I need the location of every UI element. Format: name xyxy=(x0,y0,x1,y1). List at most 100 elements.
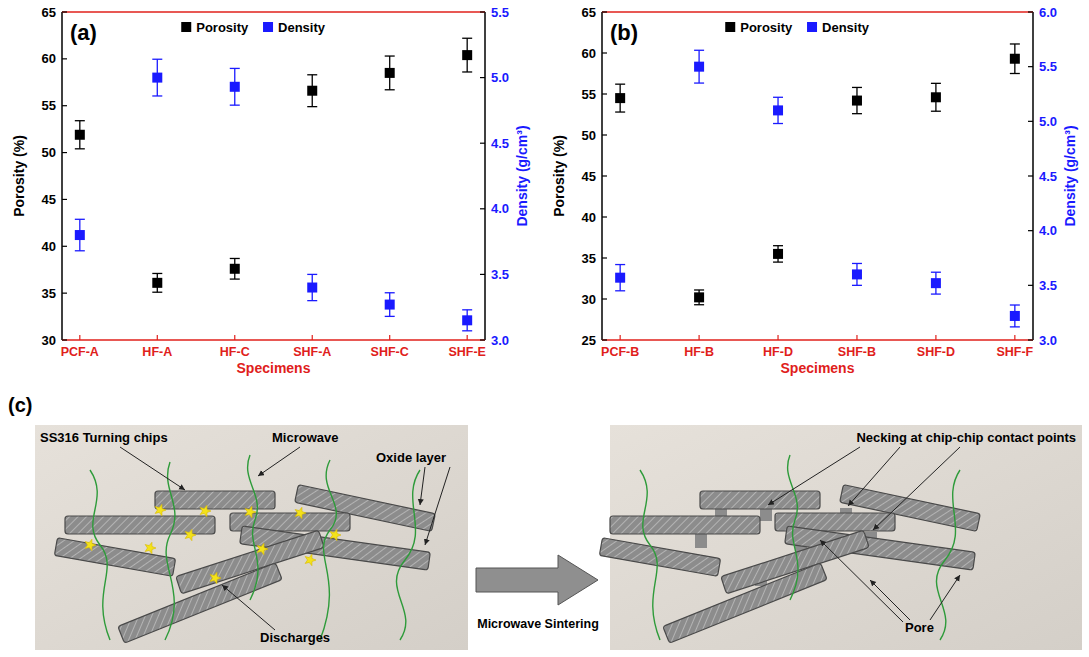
error-bar xyxy=(694,290,704,305)
pointer xyxy=(222,585,275,630)
error-cap xyxy=(615,111,625,112)
y-tick-label: 30 xyxy=(42,333,56,348)
discharge xyxy=(145,542,156,553)
error-bar xyxy=(773,97,783,123)
discharge xyxy=(210,572,221,583)
point xyxy=(852,96,862,106)
label: Discharges xyxy=(260,630,330,645)
microwave-line xyxy=(788,455,798,600)
error-cap xyxy=(615,290,625,291)
pointer xyxy=(120,447,185,490)
x-tick-label: PCF-A xyxy=(61,345,99,359)
error-cap xyxy=(694,289,704,290)
error-cap xyxy=(462,309,472,310)
y2-tick xyxy=(1028,230,1033,231)
y2-tick xyxy=(480,143,485,144)
point xyxy=(694,62,704,72)
y-tick xyxy=(62,11,67,12)
error-bar xyxy=(307,274,317,300)
point xyxy=(307,283,317,293)
y-tick xyxy=(602,11,607,12)
x-tick-label: HF-B xyxy=(684,345,714,359)
y-tick-label: 55 xyxy=(42,98,56,113)
y-tick xyxy=(62,246,67,247)
y-tick xyxy=(602,93,607,94)
y2-axis-title: Density (g/cm³) xyxy=(514,125,530,226)
y2-tick-label: 3.5 xyxy=(1039,278,1057,293)
x-tick-label: PCF-B xyxy=(601,345,639,359)
error-bar xyxy=(931,272,941,294)
label: Microwave xyxy=(272,430,338,445)
point xyxy=(462,315,472,325)
x-tick xyxy=(467,335,468,340)
y-tick xyxy=(602,257,607,258)
panel-bg xyxy=(35,425,468,650)
error-bar xyxy=(1010,305,1020,327)
y2-tick xyxy=(1028,121,1033,122)
y2-tick-label: 4.0 xyxy=(1039,223,1057,238)
y2-tick xyxy=(1028,175,1033,176)
error-cap xyxy=(852,113,862,114)
before-panel: SS316 Turning chipsMicrowaveOxide layerD… xyxy=(35,425,468,650)
pointer xyxy=(873,447,960,530)
error-bar xyxy=(307,75,317,107)
error-bar xyxy=(462,38,472,72)
error-cap xyxy=(230,258,240,259)
error-cap xyxy=(75,219,85,220)
point xyxy=(931,278,941,288)
y-tick-label: 65 xyxy=(582,5,596,20)
error-cap xyxy=(152,59,162,60)
error-cap xyxy=(1010,43,1020,44)
error-bar xyxy=(152,59,162,96)
y2-tick-label: 3.0 xyxy=(491,333,509,348)
error-bar xyxy=(773,246,783,262)
x-tick-label: HF-D xyxy=(763,345,793,359)
y-axis-line xyxy=(61,12,63,340)
point xyxy=(462,50,472,60)
y-axis-title: Porosity (%) xyxy=(11,135,27,217)
after-panel: Necking at chip-chip contact pointsPore xyxy=(599,425,1082,650)
point xyxy=(307,86,317,96)
point xyxy=(852,269,862,279)
y2-tick-label: 3.5 xyxy=(491,267,509,282)
x-tick xyxy=(935,335,936,340)
error-cap xyxy=(773,261,783,262)
point xyxy=(75,230,85,240)
x-tick xyxy=(234,335,235,340)
pointer xyxy=(420,467,425,505)
legend-label: Density xyxy=(822,20,870,35)
error-cap xyxy=(152,292,162,293)
marks xyxy=(615,44,1020,327)
discharge xyxy=(245,506,256,517)
error-bar xyxy=(1010,44,1020,74)
y-tick xyxy=(62,152,67,153)
error-cap xyxy=(852,285,862,286)
error-bar xyxy=(615,84,625,112)
chip xyxy=(700,491,820,509)
pointer xyxy=(425,467,450,545)
error-cap xyxy=(75,250,85,251)
x-tick xyxy=(312,335,313,340)
legend-label: Porosity xyxy=(196,20,249,35)
error-cap xyxy=(773,123,783,124)
marks xyxy=(75,38,472,331)
y2-tick-label: 3.0 xyxy=(1039,333,1057,348)
error-cap xyxy=(75,148,85,149)
y-tick xyxy=(62,339,67,340)
y2-tick xyxy=(480,208,485,209)
x-tick xyxy=(698,335,699,340)
error-cap xyxy=(615,264,625,265)
y-tick-label: 35 xyxy=(42,286,56,301)
error-bar xyxy=(852,87,862,113)
y-tick xyxy=(62,199,67,200)
error-cap xyxy=(307,106,317,107)
panel-label: (a) xyxy=(70,20,97,45)
y2-tick xyxy=(480,339,485,340)
error-bar xyxy=(694,50,704,83)
x-axis-line xyxy=(602,339,1033,341)
y2-tick-label: 5.0 xyxy=(491,70,509,85)
x-tick-label: SHF-B xyxy=(838,345,876,359)
x-tick xyxy=(620,335,621,340)
point xyxy=(385,300,395,310)
error-cap xyxy=(385,89,395,90)
